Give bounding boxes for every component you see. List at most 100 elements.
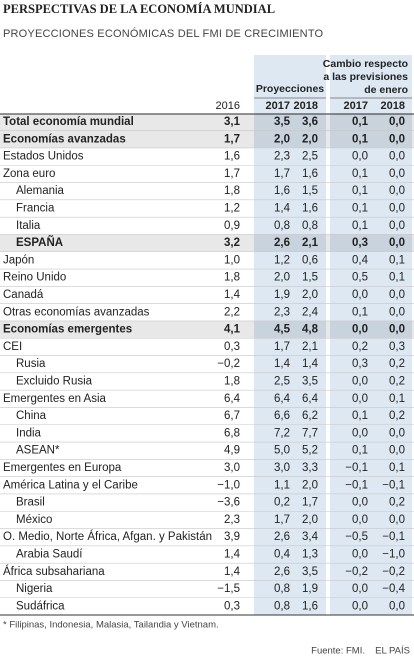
cell: 2,0 — [302, 514, 318, 526]
title: PERSPECTIVAS DE LA ECONOMÍA MUNDIAL — [3, 2, 275, 16]
cell: 1,4 — [224, 289, 241, 301]
cell: 2,0 — [274, 272, 290, 284]
cell: 0,1 — [352, 116, 369, 128]
cell: 1,5 — [302, 272, 318, 284]
cell: 1,6 — [302, 203, 318, 215]
cell: 0,0 — [352, 289, 368, 301]
cell: 3,5 — [302, 566, 318, 578]
cell: 1,1 — [274, 479, 290, 491]
cell: 0,0 — [389, 306, 405, 318]
cell: 0,0 — [389, 203, 405, 215]
cell: 1,8 — [224, 376, 240, 388]
cell: 3,2 — [224, 237, 240, 249]
row-highlight — [0, 130, 414, 148]
cell: 0,0 — [352, 583, 368, 595]
cell: 0,1 — [352, 445, 368, 457]
cell: 6,6 — [274, 410, 290, 422]
cell: 0,0 — [352, 549, 368, 561]
group-header: de enero — [364, 84, 408, 96]
cell: −0,1 — [382, 531, 405, 543]
cell: 1,6 — [302, 168, 318, 180]
cell: 6,4 — [302, 393, 319, 405]
row-label: ESPAÑA — [16, 236, 63, 249]
row-label: Economías emergentes — [3, 324, 132, 336]
cell: 1,4 — [274, 358, 291, 370]
row-label: Nigeria — [16, 583, 53, 595]
cell: 0,1 — [389, 272, 405, 284]
cell: 6,4 — [274, 393, 291, 405]
cell: 3,5 — [302, 376, 318, 388]
row-label: África subsahariana — [3, 565, 105, 578]
cell: 1,4 — [274, 203, 291, 215]
cell: 7,7 — [302, 427, 318, 439]
cell: 0,1 — [352, 410, 368, 422]
row-highlight — [0, 320, 414, 339]
subtitle: PROYECCIONES ECONÓMICAS DEL FMI DE CRECI… — [3, 27, 324, 40]
cell: 0,1 — [352, 203, 368, 215]
cell: 3,1 — [224, 116, 241, 128]
cell: 3,0 — [274, 462, 290, 474]
cell: 1,6 — [302, 600, 318, 612]
cell: −1,0 — [217, 479, 240, 491]
cell: 1,7 — [224, 168, 240, 180]
cell: 0,2 — [389, 376, 405, 388]
year-header: 2017 — [266, 100, 290, 112]
cell: 7,2 — [274, 427, 290, 439]
cell: 0,1 — [352, 133, 369, 145]
cell: −0,4 — [382, 583, 405, 595]
cell: 6,8 — [224, 427, 240, 439]
cell: 0,0 — [389, 133, 405, 145]
year-header: 2017 — [344, 100, 368, 112]
cell: 3,3 — [302, 462, 318, 474]
cell: 0,0 — [389, 237, 405, 249]
cell: 0,3 — [352, 237, 368, 249]
cell: 2,0 — [302, 289, 318, 301]
row-label: Emergentes en Europa — [3, 462, 122, 474]
cell: 0,8 — [274, 583, 290, 595]
year-header: 2018 — [294, 100, 318, 112]
cell: 0,0 — [389, 185, 405, 197]
row-label: Sudáfrica — [16, 600, 65, 612]
cell: 0,0 — [389, 289, 405, 301]
row-label: O. Medio, Norte África, Afgan. y Pakistá… — [3, 530, 212, 543]
cell: 1,7 — [274, 168, 290, 180]
cell: 0,1 — [352, 185, 368, 197]
cell: 2,5 — [274, 376, 290, 388]
row-label: Canadá — [3, 289, 44, 301]
cell: 0,4 — [274, 549, 291, 561]
cell: 2,5 — [302, 151, 318, 163]
cell: 5,2 — [302, 445, 318, 457]
cell: 0,0 — [352, 600, 368, 612]
row-label: Zona euro — [3, 168, 55, 180]
cell: 0,0 — [352, 376, 368, 388]
cell: 0,2 — [352, 341, 368, 353]
cell: 2,2 — [224, 306, 240, 318]
row-label: Economías avanzadas — [3, 133, 126, 145]
cell: 0,8 — [274, 220, 290, 232]
cell: 1,8 — [224, 185, 240, 197]
cell: 6,2 — [302, 410, 318, 422]
row-label: Alemania — [16, 185, 65, 197]
cell: 0,1 — [389, 462, 405, 474]
row-label: México — [16, 514, 52, 526]
cell: 2,0 — [302, 479, 318, 491]
cell: −0,1 — [345, 479, 368, 491]
cell: 0,1 — [389, 254, 405, 266]
row-label: Brasil — [16, 497, 45, 509]
cell: 0,4 — [352, 254, 369, 266]
cell: 6,7 — [224, 410, 240, 422]
year-header: 2016 — [216, 100, 240, 112]
cell: 0,1 — [389, 393, 405, 405]
cell: 2,4 — [302, 306, 319, 318]
cell: 1,9 — [302, 583, 318, 595]
cell: 1,7 — [224, 133, 240, 145]
cell: 1,4 — [302, 358, 319, 370]
cell: 0,2 — [274, 497, 290, 509]
cell: 1,6 — [274, 185, 290, 197]
cell: 0,0 — [352, 324, 368, 336]
row-label: ASEAN* — [16, 445, 60, 457]
row-label: CEI — [3, 341, 22, 353]
cell: 2,0 — [274, 133, 290, 145]
cell: 0,0 — [352, 514, 368, 526]
cell: 4,9 — [224, 445, 240, 457]
